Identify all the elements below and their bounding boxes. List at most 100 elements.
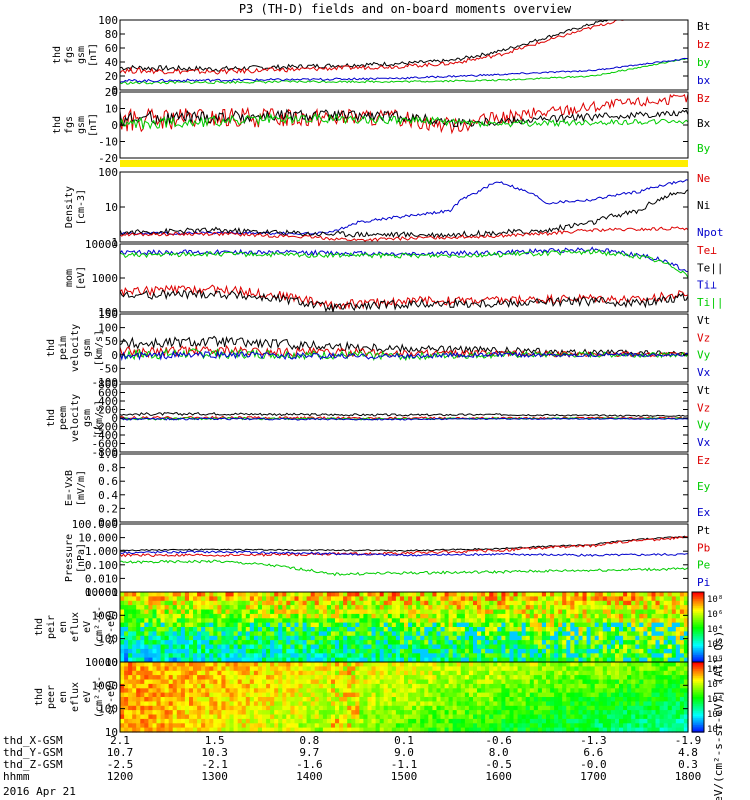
heatmap-cell (667, 723, 673, 729)
heatmap-cell (209, 675, 214, 681)
heatmap-cell (180, 600, 186, 606)
heatmap-cell (249, 609, 255, 615)
panel-frame (119, 19, 689, 91)
heatmap-cell (436, 600, 442, 606)
heatmap-cell (416, 675, 421, 681)
heatmap-cell (363, 692, 369, 698)
heatmap-cell (493, 622, 498, 628)
heatmap-cell (675, 710, 681, 716)
heatmap-cell (683, 648, 689, 654)
heatmap-cell (282, 662, 287, 667)
heatmap-cell (339, 592, 344, 597)
heatmap-cell (290, 705, 296, 711)
heatmap-cell (444, 679, 450, 685)
heatmap-cell (481, 697, 486, 702)
heatmap-cell (144, 679, 149, 685)
heatmap-cell (464, 592, 470, 597)
heatmap-cell (501, 605, 507, 611)
heatmap-cell (639, 727, 644, 733)
heatmap-cell (331, 653, 336, 659)
heatmap-cell (594, 701, 600, 707)
heatmap-cell (468, 697, 474, 702)
heatmap-cell (513, 657, 519, 663)
heatmap-cell (554, 697, 559, 702)
heatmap-cell (371, 723, 377, 729)
heatmap-cell (408, 605, 413, 611)
heatmap-cell (432, 613, 438, 619)
heatmap-cell (306, 710, 312, 716)
heatmap-cell (343, 727, 348, 733)
heatmap-cell (180, 692, 186, 698)
heatmap-cell (241, 627, 247, 632)
heatmap-cell (517, 596, 523, 602)
heatmap-cell (615, 670, 620, 676)
heatmap-cell (322, 644, 328, 650)
heatmap-cell (193, 679, 198, 685)
heatmap-cell (655, 670, 661, 676)
heatmap-cell (627, 622, 632, 628)
heatmap-cell (209, 640, 214, 646)
heatmap-cell (391, 618, 397, 624)
heatmap-cell (290, 723, 296, 729)
heatmap-cell (351, 683, 356, 689)
heatmap-cell (144, 727, 149, 733)
heatmap-cell (623, 670, 628, 676)
heatmap-cell (209, 644, 214, 650)
heatmap-cell (184, 723, 190, 729)
heatmap-cell (306, 605, 312, 611)
heatmap-cell (286, 683, 291, 689)
heatmap-cell (144, 635, 149, 641)
heatmap-cell (615, 653, 620, 659)
heatmap-cell (550, 635, 555, 641)
heatmap-cell (477, 662, 482, 667)
heatmap-cell (493, 675, 498, 681)
heatmap-cell (558, 675, 563, 681)
heatmap-cell (367, 613, 373, 619)
heatmap-cell (286, 609, 291, 615)
y-tick-label: -50 (98, 362, 118, 375)
heatmap-cell (120, 675, 125, 681)
heatmap-cell (274, 592, 279, 597)
heatmap-cell (266, 675, 271, 681)
heatmap-cell (335, 627, 340, 632)
heatmap-cell (339, 605, 344, 611)
heatmap-cell (347, 692, 352, 698)
heatmap-cell (136, 605, 141, 611)
heatmap-cell (168, 648, 174, 654)
heatmap-cell (501, 622, 507, 628)
heatmap-cell (408, 627, 413, 632)
heatmap-cell (128, 644, 133, 650)
heatmap-cell (335, 613, 340, 619)
heatmap-cell (659, 600, 665, 606)
heatmap-cell (509, 697, 515, 702)
heatmap-cell (468, 714, 474, 720)
heatmap-cell (399, 727, 405, 733)
heatmap-cell (440, 679, 446, 685)
heatmap-cell (570, 592, 575, 597)
heatmap-cell (322, 592, 328, 597)
heatmap-cell (533, 609, 539, 615)
heatmap-cell (351, 727, 356, 733)
heatmap-cell (562, 600, 567, 606)
heatmap-cell (326, 675, 332, 681)
heatmap-cell (663, 609, 669, 615)
heatmap-cell (229, 718, 235, 724)
heatmap-cell (343, 657, 348, 663)
y-tick-label: 100 (98, 14, 118, 27)
heatmap-cell (424, 701, 429, 707)
heatmap-cell (554, 605, 559, 611)
colorbar-segment (692, 595, 704, 598)
heatmap-cell (144, 631, 149, 637)
heatmap-cell (675, 683, 681, 689)
heatmap-cell (404, 618, 409, 624)
heatmap-cell (172, 618, 178, 624)
heatmap-cell (331, 635, 336, 641)
heatmap-cell (306, 683, 312, 689)
heatmap-cell (416, 605, 421, 611)
heatmap-cell (339, 631, 344, 637)
heatmap-cell (355, 701, 360, 707)
y-tick-label: 80 (105, 28, 118, 41)
heatmap-cell (193, 675, 198, 681)
heatmap-cell (274, 723, 279, 729)
heatmap-cell (570, 679, 575, 685)
